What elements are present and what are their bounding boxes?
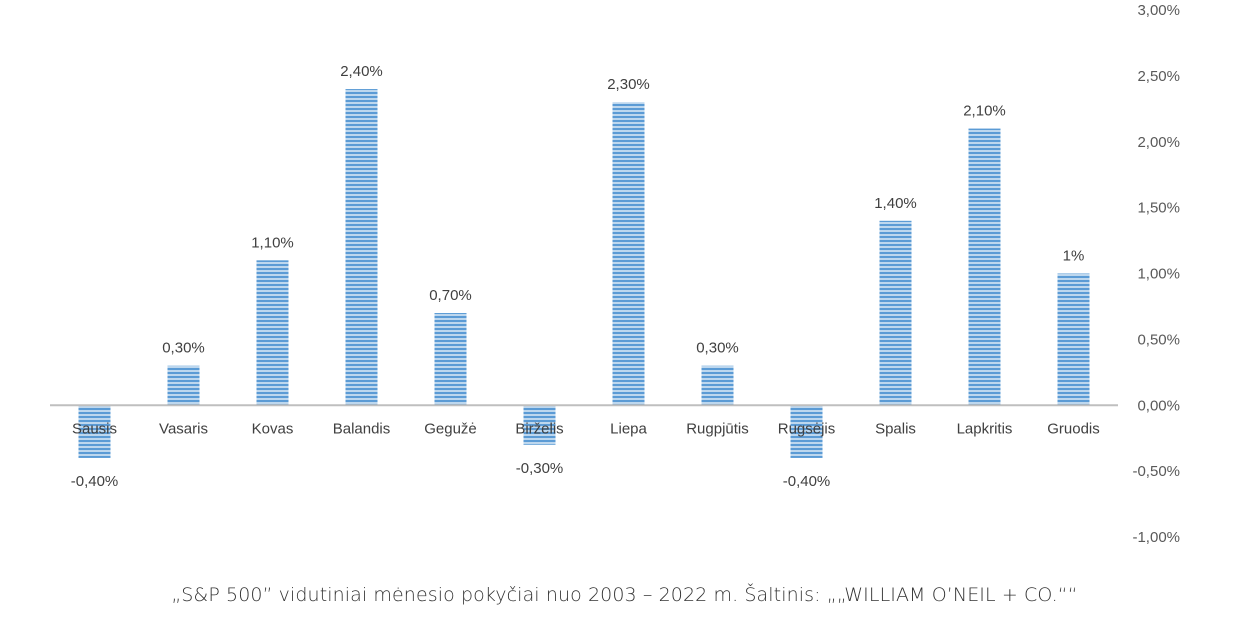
category-label: Spalis	[875, 420, 916, 437]
bars-group	[78, 89, 1090, 458]
category-label: Gruodis	[1047, 420, 1100, 437]
bar-5	[434, 313, 467, 406]
category-label: Rugsėjis	[778, 420, 836, 437]
category-label: Rugpjūtis	[686, 420, 749, 437]
bar-1	[78, 405, 111, 458]
y-tick-label: 2,00%	[1137, 134, 1180, 151]
bar-6	[523, 405, 556, 445]
y-axis-tick-labels-group: 3,00% 2,50% 2,00% 1,50% 1,00% 0,50% 0,00% -0,50…	[1132, 2, 1180, 546]
category-label: Sausis	[72, 420, 117, 437]
bar-2	[167, 365, 200, 406]
category-label: Kovas	[252, 420, 294, 437]
y-tick-label: 0,50%	[1137, 331, 1180, 348]
data-labels-group: -0,40% 0,30% 1,10% 2,40% 0,70% -0,30% 2,30% 0,3…	[71, 63, 1085, 490]
bar-12	[1057, 273, 1090, 406]
y-tick-label: -0,50%	[1132, 463, 1180, 480]
data-label: -0,40%	[783, 473, 831, 490]
y-tick-label: 2,50%	[1137, 68, 1180, 85]
bar-3	[256, 260, 289, 406]
category-label: Liepa	[610, 420, 647, 437]
data-label: 2,10%	[963, 103, 1006, 120]
category-labels-group: Sausis Vasaris Kovas Balandis Gegužė Birželis…	[72, 420, 1100, 437]
data-label: 1,10%	[251, 234, 294, 251]
category-label: Gegužė	[424, 420, 477, 437]
data-label: -0,30%	[516, 460, 564, 477]
data-label: 1%	[1063, 248, 1085, 265]
bar-9	[790, 405, 823, 458]
data-label: 0,30%	[696, 340, 739, 357]
data-label: -0,40%	[71, 473, 119, 490]
bar-chart: Sausis Vasaris Kovas Balandis Gegužė Birželis…	[50, 2, 1180, 546]
y-tick-label: 1,50%	[1137, 200, 1180, 217]
data-label: 1,40%	[874, 195, 917, 212]
data-label: 2,40%	[340, 63, 383, 80]
category-label: Lapkritis	[957, 420, 1013, 437]
data-label: 2,30%	[607, 76, 650, 93]
data-label: 0,70%	[429, 287, 472, 304]
category-label: Vasaris	[159, 420, 208, 437]
bar-10	[879, 220, 912, 406]
chart-caption: „S&P 500” vidutiniai mėnesio pokyčiai nu…	[171, 584, 1078, 606]
bar-4	[345, 89, 378, 406]
y-tick-label: -1,00%	[1132, 529, 1180, 546]
bar-7	[612, 102, 645, 406]
category-label: Balandis	[333, 420, 391, 437]
bar-11	[968, 128, 1001, 406]
y-tick-label: 3,00%	[1137, 2, 1180, 19]
category-label: Birželis	[515, 420, 563, 437]
data-label: 0,30%	[162, 340, 205, 357]
y-tick-label: 0,00%	[1137, 397, 1180, 414]
bar-8	[701, 365, 734, 406]
y-tick-label: 1,00%	[1137, 266, 1180, 283]
